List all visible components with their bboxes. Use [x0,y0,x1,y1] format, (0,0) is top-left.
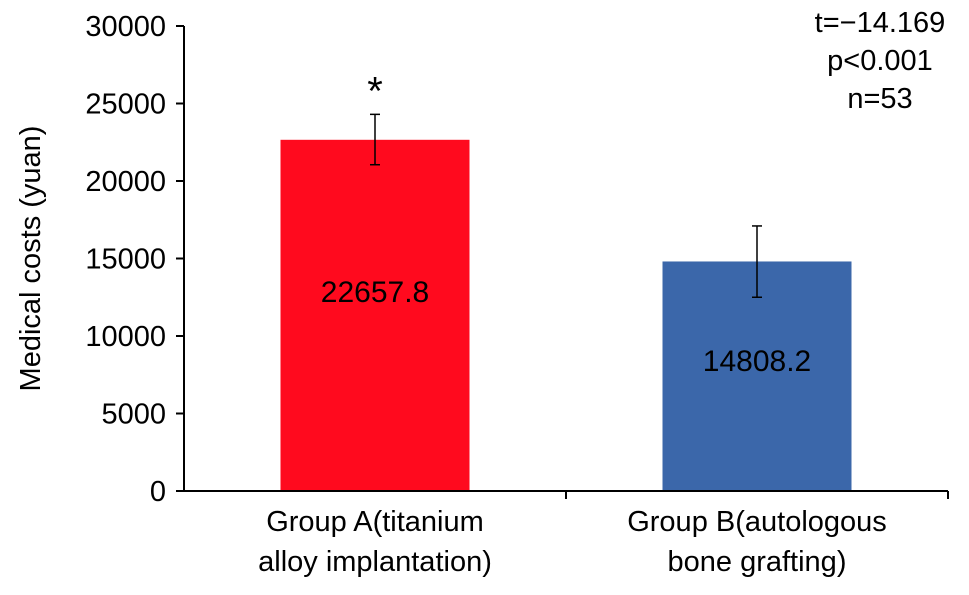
x-category-label: Group A(titanium [266,506,484,538]
bar [280,139,470,492]
y-tick-label: 10000 [85,321,166,353]
x-category-label: Group B(autologous [627,506,887,538]
bar [662,261,852,491]
y-tick-label: 25000 [85,89,166,121]
error-bar [370,113,380,166]
stat-annotation-line: p<0.001 [827,45,933,77]
y-tick-label: 30000 [85,11,166,43]
error-bar [752,225,762,298]
y-tick-label: 15000 [85,244,166,276]
stat-annotation-line: n=53 [847,83,912,115]
y-axis-title: Medical costs (yuan) [15,126,47,392]
x-category-label: bone grafting) [668,546,847,578]
bar-value-label: 22657.8 [321,276,429,309]
stat-annotation-line: t=−14.169 [815,7,946,39]
significance-marker: * [367,69,383,113]
y-tick-label: 20000 [85,166,166,198]
error-bars-layer [370,113,762,298]
bars-layer [280,139,852,492]
bar-value-label: 14808.2 [703,345,811,378]
stats-annotation: t=−14.169 p<0.001 n=53 [815,7,946,115]
y-ticks-layer: 0 5000 10000 15000 20000 25000 30000 [85,11,949,508]
y-tick-label: 0 [150,476,166,508]
y-tick-label: 5000 [101,399,166,431]
labels-layer: 22657.8 * Group A(titanium alloy implantati… [258,69,887,578]
x-category-label: alloy implantation) [258,546,492,578]
